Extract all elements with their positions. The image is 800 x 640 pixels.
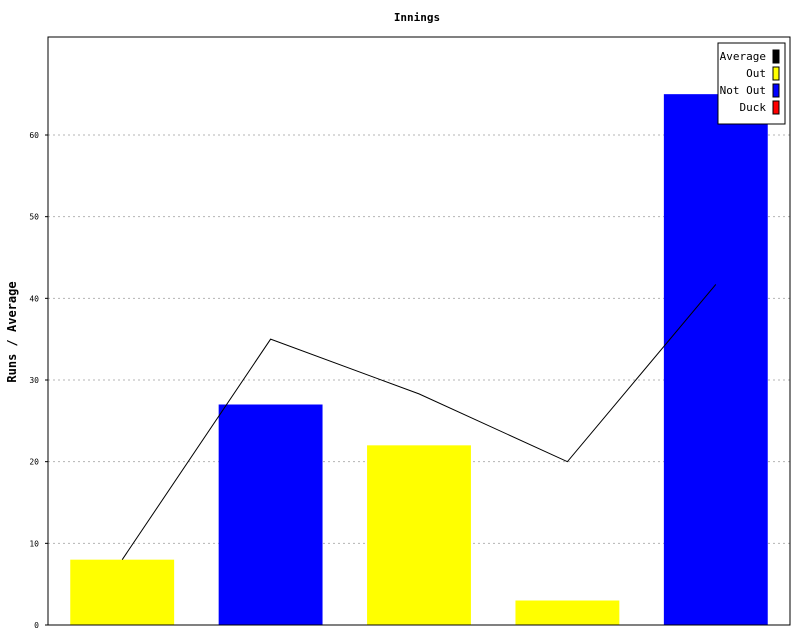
legend: Average Out Not Out Duck: [717, 42, 786, 125]
legend-swatch-not-out: [772, 83, 780, 98]
y-tick-label: 10: [29, 539, 39, 548]
legend-label: Duck: [740, 101, 767, 114]
legend-label: Not Out: [720, 84, 766, 97]
legend-swatch-average: [772, 49, 780, 64]
y-tick-label: 50: [29, 213, 39, 222]
y-tick-label: 60: [29, 131, 39, 140]
y-tick-label: 0: [34, 621, 39, 630]
bar-not-out: [663, 94, 768, 625]
bar-out: [70, 559, 175, 625]
y-tick-label: 20: [29, 458, 39, 467]
average-line: [121, 284, 717, 560]
legend-label: Out: [746, 67, 766, 80]
y-axis: 0 10 20 30 40 50 60: [29, 131, 48, 630]
plot-frame: [47, 36, 791, 626]
bar-not-out: [218, 404, 323, 625]
y-tick-label: 40: [29, 294, 39, 303]
legend-swatch-out: [772, 66, 780, 81]
y-axis-label: Runs / Average: [5, 281, 19, 382]
bar-out: [367, 445, 471, 625]
average-series: [121, 284, 717, 560]
bar-out: [515, 600, 620, 625]
bars: [70, 94, 768, 625]
y-tick-label: 30: [29, 376, 39, 385]
legend-swatch-duck: [772, 100, 780, 115]
chart-title: Innings: [394, 11, 440, 24]
legend-label: Average: [720, 50, 766, 63]
